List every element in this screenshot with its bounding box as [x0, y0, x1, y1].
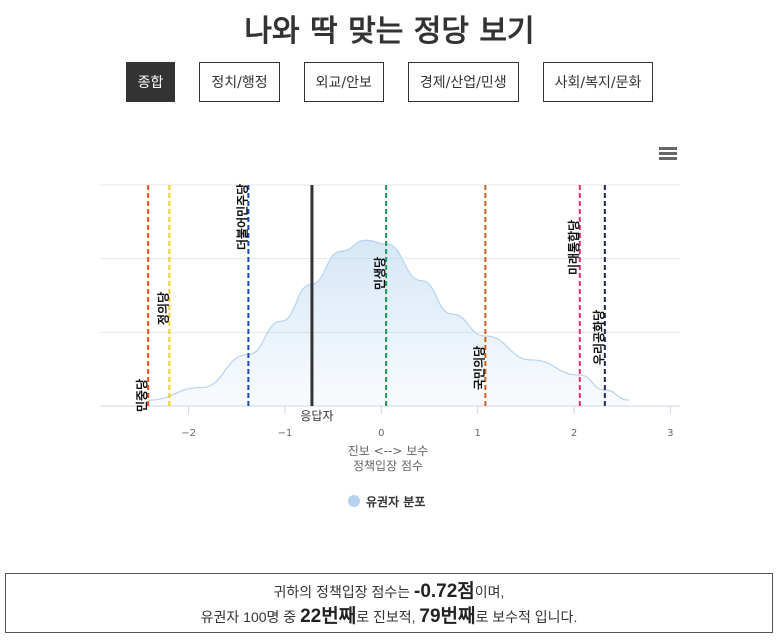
party-label: 민생당 [372, 257, 387, 290]
party-label: 더불어민주당 [234, 184, 249, 250]
tab-overall[interactable]: 종합 [125, 62, 176, 102]
result-text: 로 보수적 입니다. [475, 609, 578, 625]
score-value: -0.72점 [414, 581, 475, 602]
category-tabs: 종합 정치/행정 외교/안보 경제/산업/민생 사회/복지/문화 [0, 62, 779, 102]
x-tick-label: −2 [181, 428, 196, 439]
x-tick-label: 3 [667, 428, 673, 439]
party-label: 국민의당 [471, 346, 486, 390]
respondent-label: 응답자 [300, 409, 333, 423]
tab-society[interactable]: 사회/복지/문화 [542, 62, 654, 102]
party-label: 민중당 [134, 379, 149, 412]
result-text: 로 진보적, [356, 609, 420, 625]
result-box: 귀하의 정책입장 점수는 -0.72점이며, 유권자 100명 중 22번째로 … [5, 573, 773, 633]
result-text: 귀하의 정책입장 점수는 [273, 584, 414, 600]
progressive-rank: 22번째 [300, 606, 357, 627]
hamburger-icon[interactable] [659, 147, 677, 161]
x-tick-label: 1 [474, 428, 480, 439]
party-label: 우리공화당 [591, 310, 606, 365]
tab-diplomacy[interactable]: 외교/안보 [303, 62, 384, 102]
party-label: 미래통합당 [566, 220, 581, 275]
legend-label: 유권자 분포 [366, 494, 425, 509]
x-tick-label: 0 [378, 428, 384, 439]
tab-economy[interactable]: 경제/산업/민생 [407, 62, 519, 102]
x-axis-title: 정책입장 점수 [353, 458, 423, 473]
result-text: 유권자 100명 중 [200, 609, 301, 625]
party-label: 정의당 [155, 292, 170, 325]
x-tick-label: −1 [278, 428, 293, 439]
page-title: 나와 딱 맞는 정당 보기 [244, 14, 535, 49]
tab-politics[interactable]: 정치/행정 [199, 62, 280, 102]
x-tick-label: 2 [571, 428, 577, 439]
x-axis-title: 진보 <--> 보수 [348, 444, 429, 458]
conservative-rank: 79번째 [419, 606, 476, 627]
distribution-area [148, 240, 629, 406]
legend-marker [348, 495, 360, 507]
result-text: 이며, [474, 584, 505, 600]
